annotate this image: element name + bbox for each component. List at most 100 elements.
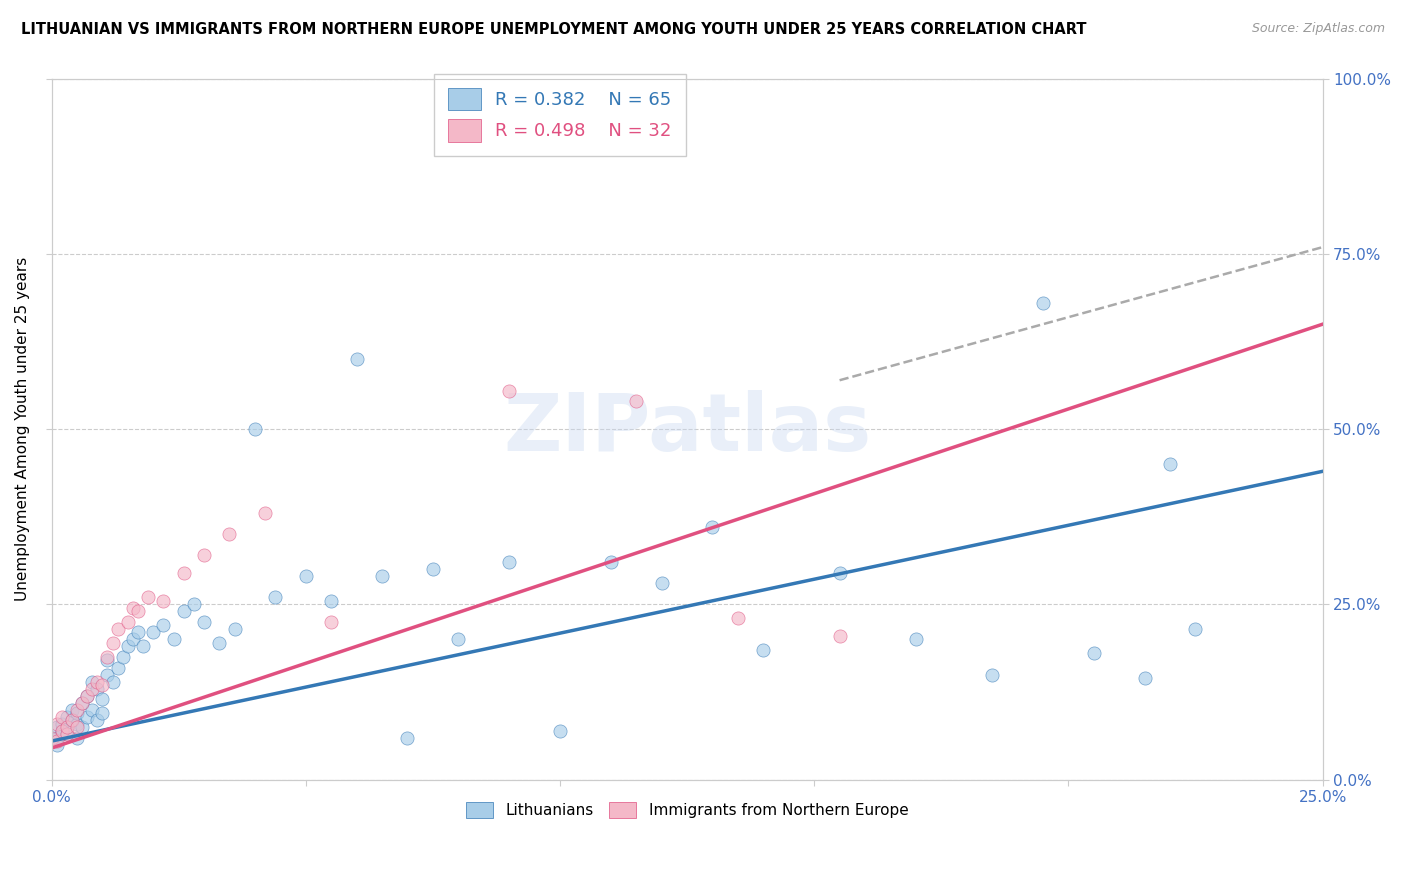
Point xyxy=(70,696,93,710)
Point xyxy=(122,601,145,615)
Text: Source: ZipAtlas.com: Source: ZipAtlas.com xyxy=(1251,22,1385,36)
Point xyxy=(76,709,98,723)
Point xyxy=(55,727,77,741)
Point xyxy=(396,731,419,745)
Point xyxy=(70,696,93,710)
Point xyxy=(142,625,165,640)
Point xyxy=(132,640,155,654)
Point xyxy=(904,632,927,647)
Point xyxy=(60,713,83,727)
Text: ZIPatlas: ZIPatlas xyxy=(503,391,872,468)
Point xyxy=(91,678,114,692)
Y-axis label: Unemployment Among Youth under 25 years: Unemployment Among Youth under 25 years xyxy=(15,257,30,601)
Point xyxy=(122,632,145,647)
Point xyxy=(66,706,89,720)
Point xyxy=(127,604,149,618)
Point xyxy=(55,727,77,741)
Point xyxy=(498,384,520,398)
Point xyxy=(41,731,63,745)
Legend: Lithuanians, Immigrants from Northern Europe: Lithuanians, Immigrants from Northern Eu… xyxy=(460,796,914,824)
Point xyxy=(96,667,118,681)
Point xyxy=(70,720,93,734)
Point xyxy=(651,576,673,591)
Point xyxy=(101,636,124,650)
Point xyxy=(96,653,118,667)
Point xyxy=(66,731,89,745)
Text: LITHUANIAN VS IMMIGRANTS FROM NORTHERN EUROPE UNEMPLOYMENT AMONG YOUTH UNDER 25 : LITHUANIAN VS IMMIGRANTS FROM NORTHERN E… xyxy=(21,22,1087,37)
Point xyxy=(76,689,98,703)
Point xyxy=(346,352,368,367)
Point xyxy=(1184,622,1206,636)
Point xyxy=(1032,296,1054,310)
Point xyxy=(173,604,195,618)
Point xyxy=(371,569,394,583)
Point xyxy=(321,615,343,629)
Point xyxy=(45,738,67,752)
Point xyxy=(82,681,104,696)
Point xyxy=(101,674,124,689)
Point xyxy=(162,632,184,647)
Point xyxy=(1083,647,1105,661)
Point xyxy=(136,591,159,605)
Point xyxy=(45,716,67,731)
Point xyxy=(55,709,77,723)
Point xyxy=(55,720,77,734)
Point xyxy=(152,594,174,608)
Point xyxy=(548,723,571,738)
Point xyxy=(45,731,67,745)
Point xyxy=(599,556,621,570)
Point xyxy=(702,520,724,534)
Point xyxy=(51,709,73,723)
Point xyxy=(447,632,470,647)
Point xyxy=(82,702,104,716)
Point xyxy=(254,507,277,521)
Point xyxy=(183,598,205,612)
Point xyxy=(107,660,129,674)
Point xyxy=(193,615,215,629)
Point xyxy=(752,643,775,657)
Point xyxy=(321,594,343,608)
Point xyxy=(981,667,1004,681)
Point xyxy=(117,615,139,629)
Point xyxy=(243,422,266,436)
Point xyxy=(173,566,195,580)
Point xyxy=(107,622,129,636)
Point xyxy=(1159,458,1181,472)
Point xyxy=(51,716,73,731)
Point xyxy=(498,556,520,570)
Point xyxy=(41,734,63,748)
Point xyxy=(127,625,149,640)
Point xyxy=(86,681,108,696)
Point xyxy=(91,692,114,706)
Point xyxy=(60,702,83,716)
Point xyxy=(60,713,83,727)
Point xyxy=(117,640,139,654)
Point xyxy=(111,650,134,665)
Point xyxy=(51,727,73,741)
Point xyxy=(208,636,231,650)
Point xyxy=(152,618,174,632)
Point xyxy=(91,706,114,720)
Point xyxy=(55,720,77,734)
Point xyxy=(828,629,851,643)
Point xyxy=(1133,671,1156,685)
Point xyxy=(45,734,67,748)
Point xyxy=(828,566,851,580)
Point xyxy=(76,689,98,703)
Point xyxy=(96,650,118,665)
Point xyxy=(224,622,246,636)
Point xyxy=(193,549,215,563)
Point xyxy=(264,591,287,605)
Point xyxy=(66,720,89,734)
Point xyxy=(727,611,749,625)
Point xyxy=(422,562,444,576)
Point xyxy=(86,713,108,727)
Point xyxy=(82,674,104,689)
Point xyxy=(624,394,647,409)
Point xyxy=(66,716,89,731)
Point xyxy=(86,674,108,689)
Point xyxy=(45,720,67,734)
Point xyxy=(294,569,316,583)
Point xyxy=(51,723,73,738)
Point xyxy=(66,702,89,716)
